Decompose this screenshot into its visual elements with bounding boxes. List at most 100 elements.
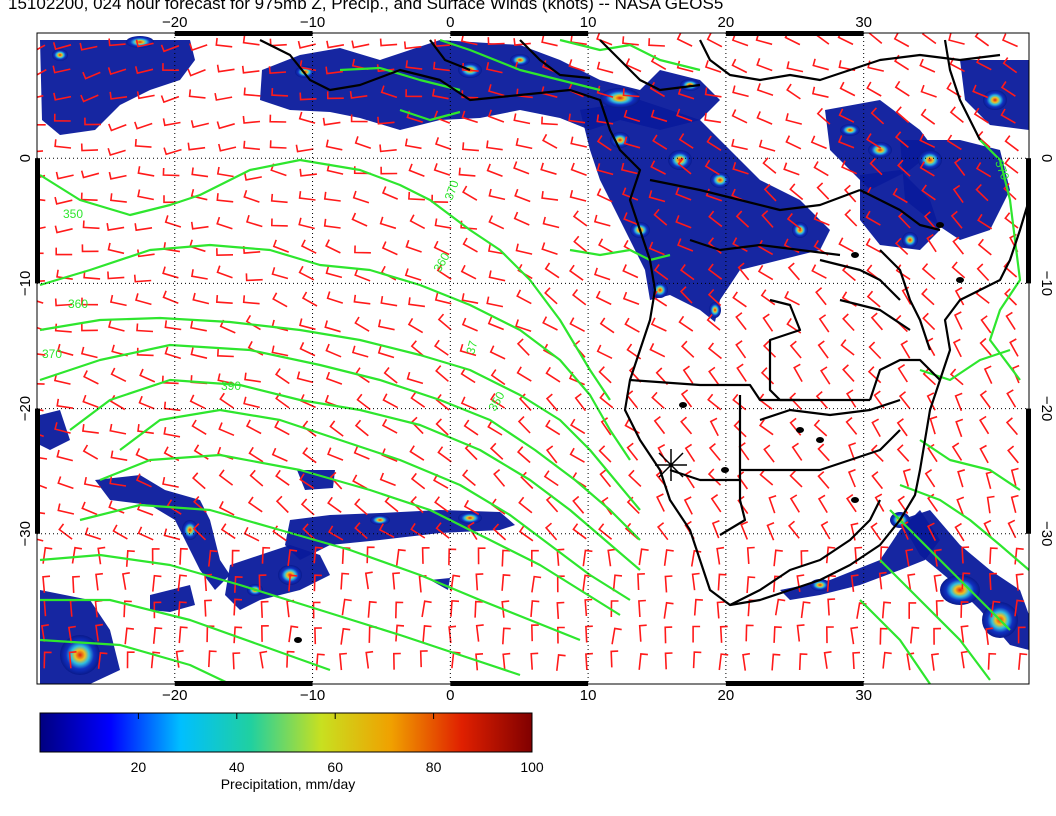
wind-barb	[82, 220, 100, 230]
precip-region	[297, 470, 335, 490]
wind-barb	[462, 185, 478, 201]
wind-barb	[952, 338, 962, 358]
wind-barb	[544, 262, 560, 279]
wind-barb	[327, 496, 342, 513]
wind-barb	[1010, 467, 1019, 486]
wind-barb	[898, 391, 911, 410]
wind-barb	[392, 652, 401, 670]
wind-barb	[354, 316, 370, 332]
wind-barb	[37, 483, 48, 489]
wind-barb	[544, 287, 558, 305]
wind-barb	[410, 472, 426, 490]
wind-barb	[518, 496, 533, 514]
wind-barb	[351, 212, 368, 227]
wind-barb	[740, 521, 749, 540]
island	[721, 467, 729, 473]
wind-barb	[574, 393, 587, 412]
wind-barb	[404, 138, 422, 150]
wind-barb	[492, 523, 507, 541]
wind-barb	[921, 288, 935, 306]
wind-barb	[731, 138, 748, 151]
wind-barb	[109, 423, 127, 435]
coastline	[740, 429, 901, 472]
wind-barb	[812, 58, 829, 71]
wind-barb	[983, 519, 993, 539]
wind-barb	[921, 263, 936, 280]
wind-barb	[926, 233, 937, 253]
contour-line	[879, 559, 991, 681]
contour-line	[339, 66, 461, 92]
island	[956, 277, 964, 283]
wind-barb	[800, 601, 811, 619]
coastline	[943, 39, 981, 141]
wind-barb	[637, 573, 645, 591]
wind-barb	[1004, 157, 1019, 174]
wind-barb	[162, 118, 181, 127]
wind-barb	[679, 286, 693, 304]
wind-barb	[623, 136, 641, 149]
coastline	[689, 238, 841, 257]
wind-barb	[381, 241, 398, 256]
wind-barb	[570, 162, 587, 176]
wind-barb	[95, 623, 104, 642]
wind-barb	[107, 271, 125, 280]
wind-barb	[191, 419, 207, 435]
wind-barb	[520, 471, 534, 490]
wind-barb	[848, 442, 856, 461]
wind-barb	[243, 190, 260, 203]
wind-barb	[733, 420, 747, 438]
wind-barb	[870, 522, 882, 541]
wind-barb	[827, 598, 836, 616]
wind-barb	[655, 367, 669, 386]
wind-barb	[137, 189, 154, 201]
wind-barb	[1004, 135, 1019, 152]
wind-barb	[706, 33, 723, 48]
wind-barb	[109, 294, 127, 307]
wind-barb	[383, 367, 398, 384]
wind-barb	[488, 215, 505, 230]
wind-barb	[1007, 445, 1019, 464]
wind-barb	[433, 163, 451, 176]
wind-barb	[434, 496, 449, 513]
wind-barb	[380, 295, 398, 307]
wind-barb	[707, 342, 722, 360]
wind-barb	[953, 311, 963, 330]
wind-barb	[596, 33, 613, 46]
wind-barb	[208, 549, 218, 567]
wind-barb	[326, 291, 344, 304]
wind-barb	[518, 393, 532, 411]
wind-barb	[325, 371, 343, 385]
wind-barb	[759, 468, 774, 486]
wind-barb	[288, 574, 298, 592]
wind-barb	[518, 525, 534, 542]
wind-barb	[151, 548, 160, 565]
wind-barb	[922, 368, 937, 386]
wind-barb	[350, 114, 368, 123]
wind-barb	[813, 161, 829, 177]
wind-barb	[598, 523, 613, 540]
wind-barb	[607, 548, 616, 567]
wind-barb	[540, 162, 557, 175]
wind-barb	[461, 469, 476, 487]
wind-barb	[287, 549, 298, 566]
wind-barb	[920, 108, 936, 125]
wind-barb	[437, 313, 452, 331]
wind-barb	[933, 574, 942, 592]
wind-barb	[57, 503, 75, 515]
wind-barb	[545, 419, 561, 436]
wind-barb	[716, 546, 725, 565]
wind-barb	[789, 392, 802, 411]
wind-barb	[783, 162, 800, 176]
wind-barb	[381, 186, 399, 200]
wind-barb	[683, 496, 693, 515]
wind-barb	[736, 471, 749, 490]
wind-barb	[110, 367, 127, 383]
wind-barb	[137, 526, 154, 541]
precip-hotspot	[940, 575, 980, 605]
wind-barb	[215, 37, 233, 48]
wind-barb	[894, 237, 909, 255]
wind-barb	[530, 652, 539, 670]
wind-barb	[107, 148, 126, 156]
wind-barb	[762, 313, 774, 332]
wind-barb	[80, 94, 99, 103]
